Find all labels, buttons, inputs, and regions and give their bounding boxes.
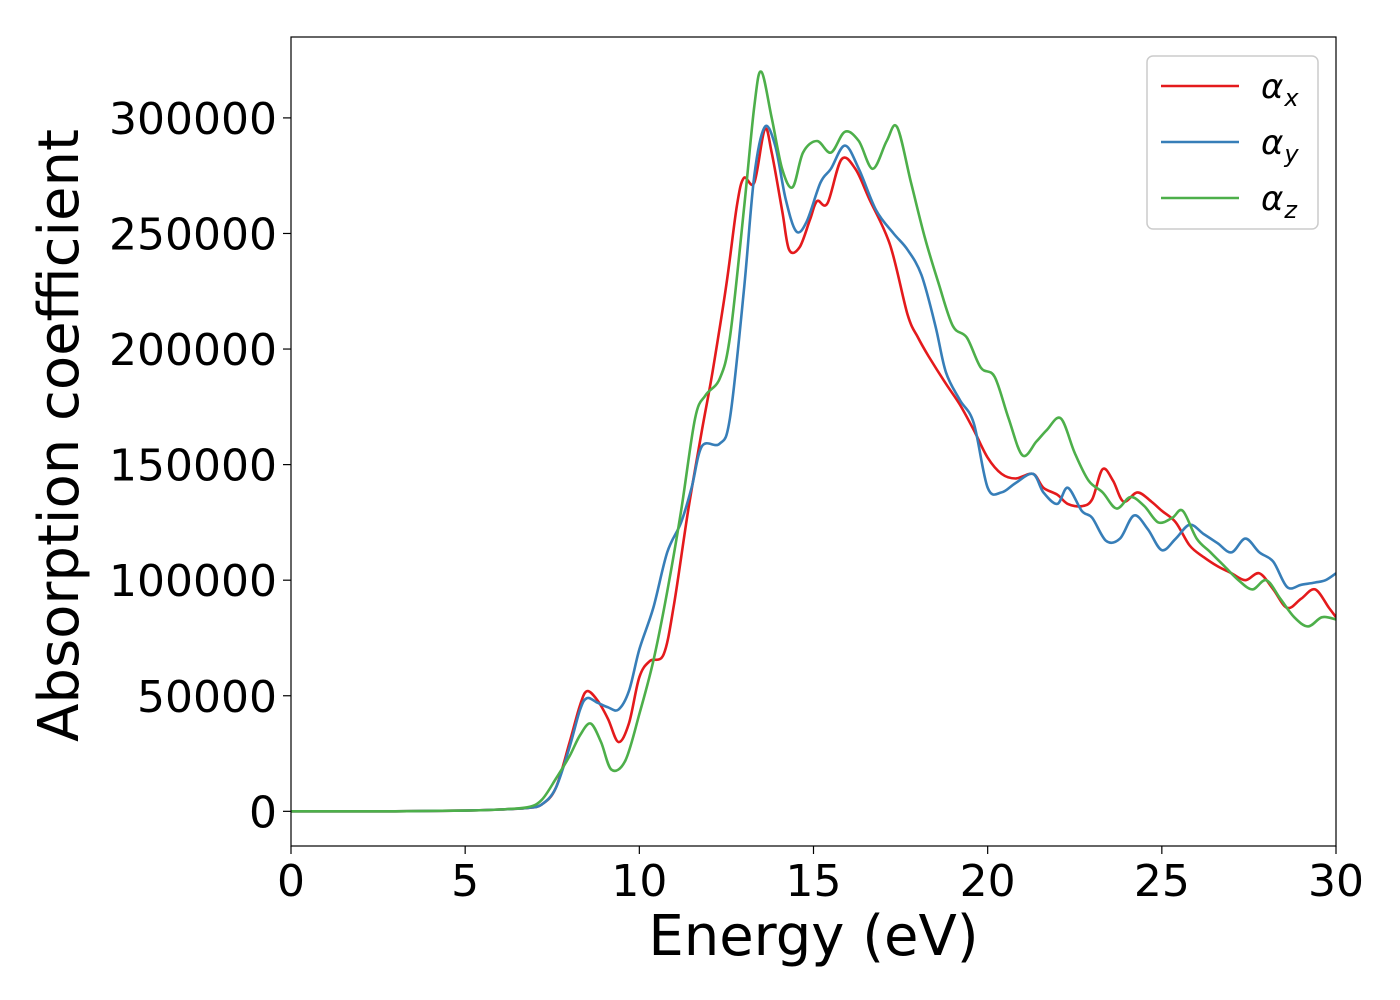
legend-entry-z: αz <box>1261 179 1298 224</box>
series-line-y <box>291 124 1336 813</box>
x-tick-label: 20 <box>960 856 1016 907</box>
legend: αx αy αz <box>1146 55 1319 230</box>
series-line-z <box>291 70 1336 813</box>
legend-entry-x: αx <box>1261 67 1299 112</box>
y-tick-label: 200000 <box>109 325 277 376</box>
series-line-x <box>291 127 1336 813</box>
x-axis-title: Energy (eV) <box>648 904 978 969</box>
y-tick-label: 0 <box>249 787 277 838</box>
x-tick-label: 5 <box>451 856 479 907</box>
y-axis: 0 50000 100000 150000 200000 250000 300000 <box>109 94 291 838</box>
x-tick-label: 30 <box>1308 856 1364 907</box>
series-lines <box>291 70 1336 813</box>
y-tick-label: 250000 <box>109 209 277 260</box>
x-tick-label: 15 <box>786 856 842 907</box>
x-tick-label: 10 <box>611 856 667 907</box>
y-tick-label: 100000 <box>109 556 277 607</box>
y-tick-label: 50000 <box>137 672 277 723</box>
y-tick-label: 300000 <box>109 94 277 145</box>
y-tick-label: 150000 <box>109 441 277 492</box>
legend-entry-y: αy <box>1261 123 1299 168</box>
x-axis: 0 5 10 15 20 25 30 <box>277 846 1364 907</box>
y-axis-title: Absorption coefficient <box>27 129 92 742</box>
x-tick-label: 0 <box>277 856 305 907</box>
x-tick-label: 25 <box>1134 856 1190 907</box>
